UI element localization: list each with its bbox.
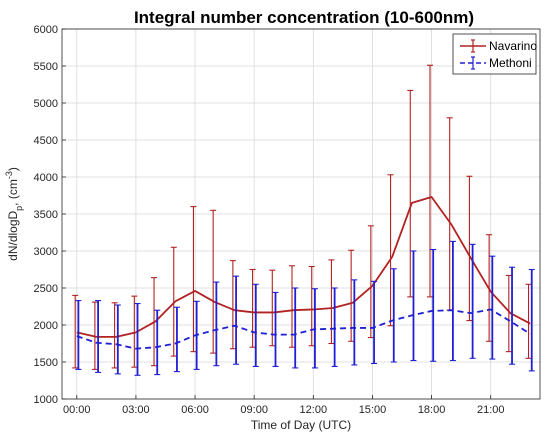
axis-ticks: 1000 1500 2000 2500 3000 3500 4000 4500 5000 5500… [34, 24, 505, 416]
y-tick-label: 2000 [34, 320, 58, 332]
legend-item-navarino: Navarino [460, 39, 537, 53]
chart-title: Integral number concentration (10-600nm) [134, 8, 474, 27]
x-tick-label: 12:00 [300, 404, 328, 416]
y-label-sub: p [14, 206, 24, 211]
legend-item-methoni: Methoni [460, 56, 532, 70]
y-label-unit: , (cm [6, 179, 20, 206]
series-navarino [72, 64, 532, 370]
x-tick-label: 21:00 [477, 404, 505, 416]
series-layer [72, 64, 535, 376]
series-methoni [75, 240, 535, 376]
x-tick-label: 06:00 [181, 404, 209, 416]
x-tick-label: 15:00 [359, 404, 387, 416]
legend: Navarino Methoni [452, 33, 537, 75]
y-tick-label: 2500 [34, 283, 58, 295]
y-tick-label: 4000 [34, 172, 58, 184]
y-label-sup: -3 [4, 171, 14, 179]
y-label-main: dN/dlogD [6, 211, 20, 261]
x-tick-label: 03:00 [122, 404, 150, 416]
y-label-close: ) [6, 167, 20, 171]
y-tick-label: 1000 [34, 394, 58, 406]
x-axis-label: Time of Day (UTC) [251, 418, 351, 432]
y-tick-label: 6000 [34, 24, 58, 36]
x-tick-label: 18:00 [418, 404, 446, 416]
y-tick-label: 5500 [34, 61, 58, 73]
legend-label-methoni: Methoni [489, 56, 532, 70]
series-line-methoni [76, 308, 531, 350]
y-tick-label: 4500 [34, 135, 58, 147]
y-tick-label: 3500 [34, 209, 58, 221]
y-tick-label: 3000 [34, 246, 58, 258]
y-tick-label: 1500 [34, 357, 58, 369]
legend-box [452, 33, 537, 75]
legend-label-navarino: Navarino [489, 39, 537, 53]
x-tick-label: 00:00 [63, 404, 91, 416]
x-tick-label: 09:00 [240, 404, 268, 416]
y-tick-label: 5000 [34, 98, 58, 110]
y-axis-label: dN/dlogDp, (cm-3) [4, 167, 24, 261]
series-line-navarino [76, 196, 531, 338]
